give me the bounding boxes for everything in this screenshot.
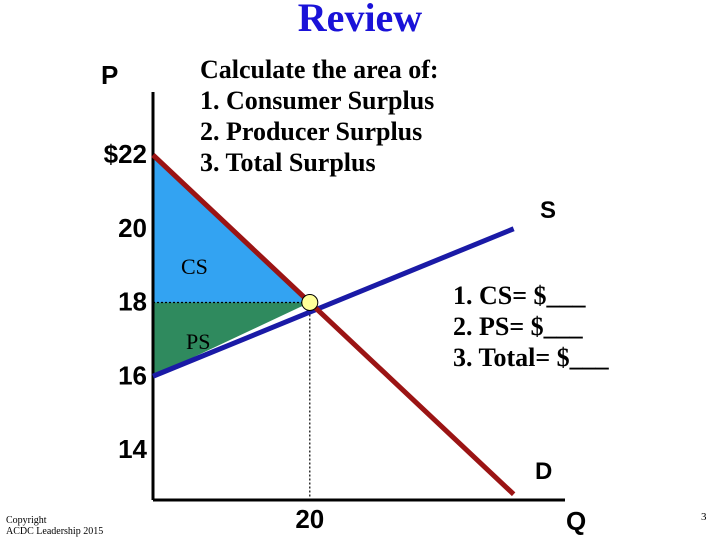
answer-blanks: 1. CS= $___ 2. PS= $___ 3. Total= $___: [453, 280, 609, 373]
x-axis-label: Q: [566, 506, 586, 536]
producer-surplus-label: PS: [186, 329, 210, 354]
demand-curve-label: D: [535, 458, 552, 485]
demand-curve: [151, 153, 516, 497]
page-number: 3: [701, 511, 707, 523]
copyright-line: ACDC Leadership 2015: [6, 526, 104, 537]
instructions: Calculate the area of: 1. Consumer Surpl…: [200, 54, 439, 178]
supply-curve-label: S: [540, 197, 556, 224]
answer-line-ps: 2. PS= $___: [453, 312, 583, 341]
y-tick-label: 14: [118, 434, 147, 464]
instructions-line: 1. Consumer Surplus: [200, 86, 435, 115]
equilibrium-point: [301, 294, 319, 311]
x-tick-label: 20: [295, 504, 324, 534]
y-tick-label: 16: [118, 360, 147, 390]
instructions-line: Calculate the area of:: [200, 55, 439, 84]
y-tick-label: 18: [118, 287, 147, 317]
answer-line-total: 3. Total= $___: [453, 343, 609, 372]
copyright-line: Copyright: [6, 515, 47, 526]
instructions-line: 3. Total Surplus: [200, 148, 376, 177]
answer-line-cs: 1. CS= $___: [453, 281, 586, 310]
consumer-surplus-label: CS: [181, 254, 208, 279]
y-tick-label: $22: [104, 139, 147, 169]
supply-curve: [152, 226, 515, 379]
y-tick-label: 20: [118, 213, 147, 243]
copyright: Copyright ACDC Leadership 2015: [6, 515, 103, 537]
slide-title: Review: [297, 0, 423, 40]
instructions-line: 2. Producer Surplus: [200, 117, 423, 146]
y-axis-label: P: [101, 60, 118, 90]
